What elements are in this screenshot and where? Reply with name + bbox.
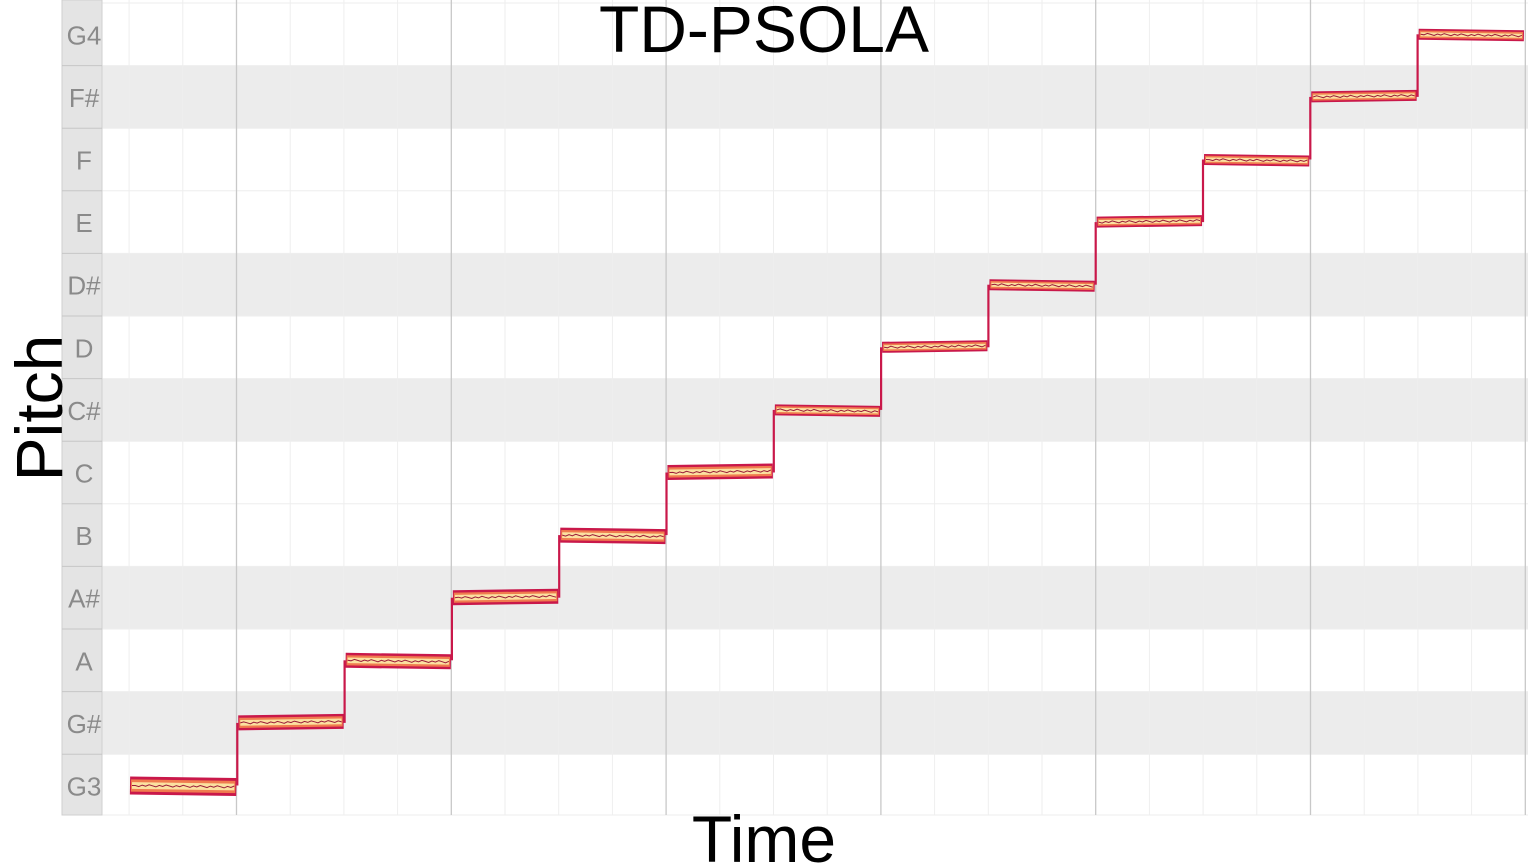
step-segment-7 (882, 340, 988, 353)
segment-inner (131, 782, 235, 791)
pitch-tick-label: C# (67, 396, 101, 426)
segment-jitter (669, 469, 772, 474)
step-segment-12 (1418, 28, 1524, 42)
pitch-tick-label: G# (67, 709, 102, 739)
step-segment-1 (238, 713, 344, 731)
segment-inner (454, 593, 557, 601)
segment-jitter (562, 533, 664, 538)
segment-jitter (1098, 219, 1201, 224)
segment-jitter (347, 658, 450, 664)
segment-inner (669, 468, 771, 476)
step-segment-5 (667, 463, 773, 480)
segment-jitter (132, 784, 235, 789)
sharp-note-bands (102, 65, 1528, 755)
step-segment-3 (452, 588, 559, 606)
pitch-keyboard (61, 0, 103, 816)
step-segment-0 (129, 776, 237, 796)
segment-jitter (1420, 32, 1523, 38)
segment-jitter (991, 283, 1093, 288)
step-segment-10 (1203, 154, 1310, 167)
segment-jitter (240, 720, 342, 725)
pitch-tick-label: F# (69, 83, 100, 113)
segment-jitter (884, 344, 986, 349)
grid-lines (102, 0, 1528, 816)
segment-jitter (776, 408, 879, 413)
segment-jitter (454, 594, 557, 600)
chart-title: TD-PSOLA (599, 0, 929, 66)
y-axis-label: Pitch (2, 335, 76, 482)
step-segment-4 (560, 527, 666, 545)
pitch-tick-label: A# (68, 584, 100, 614)
pitch-tick-label: A (75, 646, 93, 676)
segment-inner (1205, 157, 1308, 164)
sharp-band-8 (102, 253, 1528, 316)
pitch-tick-label: D (75, 333, 94, 363)
step-segment-11 (1311, 89, 1417, 103)
step-segment-6 (774, 404, 881, 417)
pitch-tick-label: E (75, 208, 92, 238)
step-segment-2 (345, 652, 452, 670)
segment-jitter (1205, 158, 1308, 163)
pitch-tick-label: D# (67, 271, 101, 301)
pitch-tick-label: B (75, 521, 92, 551)
x-axis-label: Time (692, 802, 836, 867)
segment-inner (991, 282, 1093, 289)
sharp-band-11 (102, 65, 1528, 129)
keyboard-strip (61, 0, 103, 816)
segment-jitter (1313, 94, 1415, 99)
pitch-tick-label: G4 (67, 20, 102, 50)
step-segment-9 (1096, 215, 1203, 228)
pitch-tick-label: C (75, 459, 94, 489)
pitch-tick-label: G3 (67, 772, 102, 802)
pitch-tick-labels: G3 G# A A# B C C# D D# E F F# G4 (67, 20, 102, 801)
step-segment-8 (989, 279, 1095, 292)
pitch-trace (129, 28, 1524, 796)
pitch-tick-label: F (76, 146, 92, 176)
sharp-band-3 (102, 566, 1528, 629)
